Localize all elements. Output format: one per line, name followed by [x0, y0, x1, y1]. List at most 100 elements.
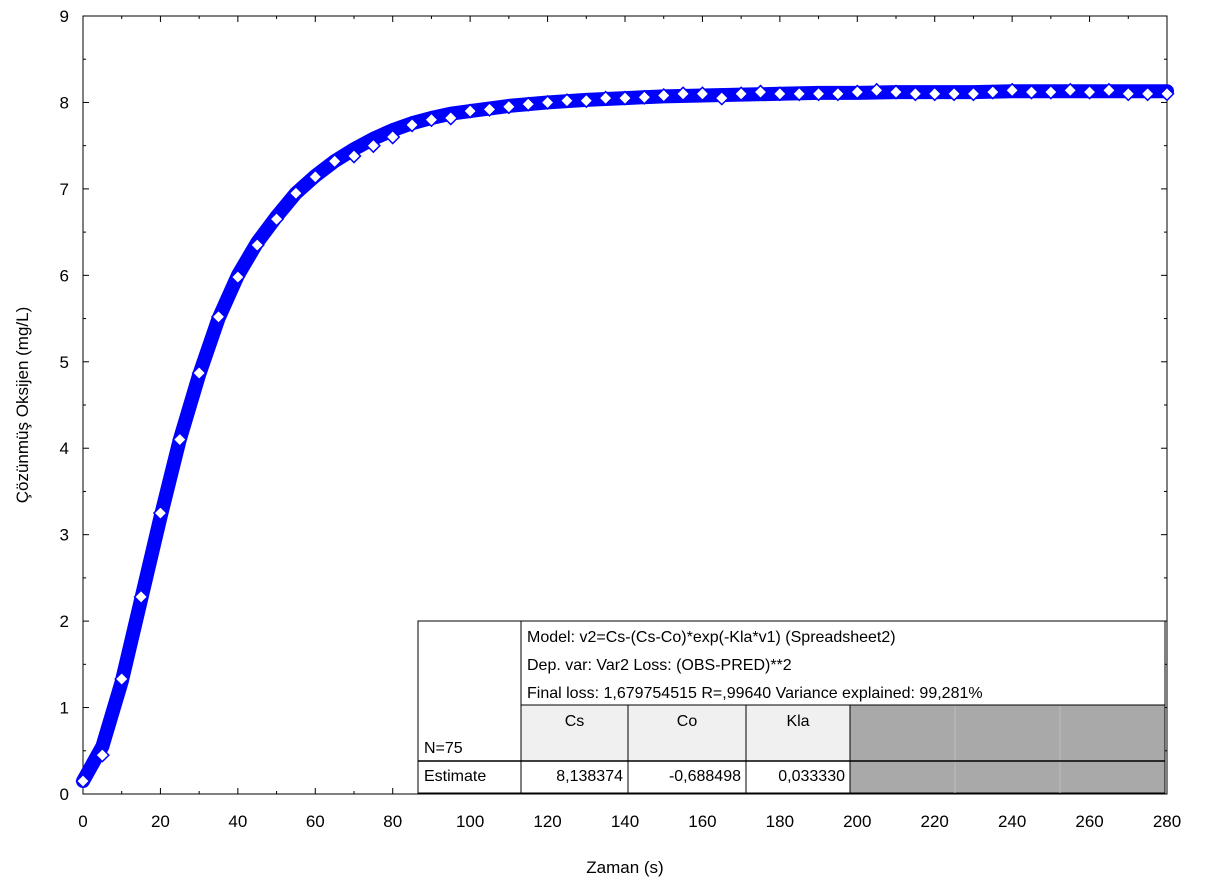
data-point: [927, 86, 943, 102]
y-axis-title: Çözünmüş Oksijen (mg/L): [13, 307, 32, 504]
data-point: [811, 86, 827, 102]
data-point: [327, 153, 343, 169]
data-point: [791, 86, 807, 102]
data-point: [733, 86, 749, 102]
y-tick-label: 0: [60, 785, 69, 804]
data-point: [385, 129, 401, 145]
x-tick-label: 80: [383, 812, 402, 831]
y-tick-label: 8: [60, 93, 69, 112]
data-point: [1023, 84, 1040, 100]
data-point: [443, 110, 459, 126]
info-line: Dep. var: Var2 Loss: (OBS-PRED)**2: [527, 657, 792, 674]
data-point: [152, 505, 168, 521]
data-point: [481, 101, 498, 117]
data-point: [965, 86, 981, 102]
data-point: [230, 269, 246, 285]
column-header: Kla: [786, 713, 809, 730]
data-point: [1101, 82, 1117, 98]
gray-filler: [849, 704, 1166, 794]
data-point: [520, 96, 536, 112]
data-point: [907, 86, 923, 102]
data-point: [559, 93, 575, 109]
data-point: [869, 82, 885, 98]
data-point: [501, 99, 517, 115]
data-point: [210, 309, 227, 325]
data-point: [675, 86, 691, 102]
y-tick-label: 3: [60, 526, 69, 545]
x-axis-title: Zaman (s): [586, 858, 663, 877]
x-tick-label: 260: [1075, 812, 1103, 831]
x-tick-label: 140: [611, 812, 639, 831]
x-tick-label: 60: [306, 812, 325, 831]
info-line: Model: v2=Cs-(Cs-Co)*exp(-Kla*v1) (Sprea…: [527, 629, 896, 646]
data-point: [888, 84, 904, 100]
data-point: [191, 365, 207, 381]
data-point: [114, 671, 130, 687]
data-point: [830, 86, 846, 102]
data-point: [656, 87, 672, 104]
x-tick-label: 0: [78, 812, 87, 831]
axis-ticks: 0 20 40 60 80 100 120 140 160 180 200 220 240 260 2800…: [60, 7, 1182, 831]
y-tick-label: 2: [60, 612, 69, 631]
data-point: [1043, 84, 1059, 100]
info-box: Model: v2=Cs-(Cs-Co)*exp(-Kla*v1) (Sprea…: [417, 620, 1166, 794]
data-point: [714, 90, 730, 106]
data-point: [249, 237, 265, 253]
data-point: [849, 84, 865, 100]
info-line: Final loss: 1,679754515 R=,99640 Varianc…: [527, 685, 983, 702]
estimate-value: -0,688498: [669, 768, 741, 785]
x-tick-label: 280: [1153, 812, 1181, 831]
y-tick-label: 4: [60, 439, 69, 458]
data-point: [752, 84, 769, 100]
data-point: [636, 89, 652, 105]
column-header: Co: [677, 713, 698, 730]
data-point: [617, 90, 633, 106]
data-point: [1159, 86, 1175, 102]
column-header: Cs: [565, 713, 585, 730]
data-point: [133, 589, 149, 605]
data-point: [423, 112, 439, 128]
estimate-value: 0,033330: [778, 768, 845, 785]
data-point: [694, 86, 710, 102]
data-point: [578, 93, 594, 109]
data-point: [365, 138, 381, 154]
y-tick-label: 9: [60, 7, 69, 26]
data-point: [172, 432, 188, 448]
x-tick-label: 160: [688, 812, 716, 831]
data-point: [75, 773, 91, 789]
x-tick-label: 120: [533, 812, 561, 831]
data-point: [1120, 86, 1136, 102]
data-point: [288, 185, 304, 201]
data-point: [946, 86, 962, 102]
data-point: [772, 86, 788, 102]
y-tick-label: 1: [60, 699, 69, 718]
data-point: [598, 90, 614, 106]
data-point: [346, 148, 362, 164]
data-point: [1062, 82, 1078, 98]
y-tick-label: 6: [60, 266, 69, 285]
n-label: N=75: [424, 740, 463, 757]
y-tick-label: 7: [60, 180, 69, 199]
x-tick-label: 180: [766, 812, 794, 831]
y-tick-label: 5: [60, 353, 69, 372]
estimate-value: 8,138374: [556, 768, 623, 785]
data-point: [307, 169, 323, 185]
data-points: [75, 82, 1175, 789]
data-point: [540, 94, 556, 111]
data-point: [404, 117, 420, 133]
x-tick-label: 40: [228, 812, 247, 831]
x-tick-label: 240: [998, 812, 1026, 831]
data-point: [1004, 82, 1020, 98]
data-point: [94, 747, 110, 763]
x-tick-label: 220: [921, 812, 949, 831]
x-tick-label: 100: [456, 812, 484, 831]
data-point: [462, 103, 478, 119]
x-tick-label: 200: [843, 812, 871, 831]
data-point: [1140, 86, 1156, 102]
x-tick-label: 20: [151, 812, 170, 831]
data-point: [1082, 84, 1098, 100]
estimate-label: Estimate: [424, 768, 486, 785]
data-point: [985, 84, 1001, 100]
data-point: [269, 211, 285, 227]
